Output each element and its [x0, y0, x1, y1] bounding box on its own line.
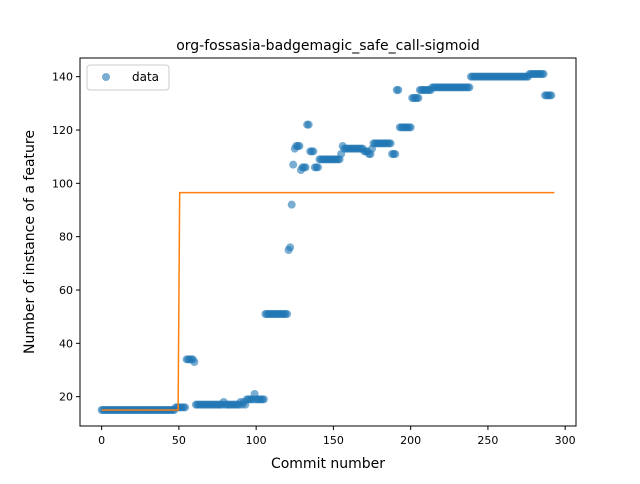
x-tick-label: 250	[477, 434, 498, 447]
legend-box	[86, 64, 170, 91]
y-axis-ticks: 20 40 60 80 100 120 140	[52, 71, 80, 404]
plot-layer	[97, 70, 556, 414]
data-point	[289, 160, 298, 169]
x-tick-label: 0	[98, 434, 105, 447]
data-point	[259, 395, 268, 404]
data-point	[313, 163, 322, 172]
legend-label-data: data	[132, 70, 159, 84]
y-axis-label: Number of instance of a feature	[22, 130, 38, 354]
data-point	[465, 83, 474, 92]
y-tick-label: 80	[59, 231, 73, 244]
x-axis-ticks: 0 50 100 150 200 250 300	[98, 426, 576, 447]
data-point	[539, 70, 548, 78]
x-tick-label: 100	[246, 434, 267, 447]
y-tick-label: 120	[52, 124, 73, 137]
data-point	[304, 120, 313, 129]
data-point	[190, 358, 199, 366]
fit-line	[101, 191, 555, 411]
data-point	[547, 91, 556, 100]
x-tick-label: 200	[400, 434, 421, 447]
x-tick-label: 50	[172, 434, 186, 447]
y-tick-label: 20	[59, 391, 73, 404]
legend-marker-data	[102, 73, 110, 81]
data-point	[295, 142, 304, 150]
data-point	[394, 86, 403, 94]
y-tick-label: 140	[52, 71, 73, 84]
data-point	[287, 200, 296, 209]
data-point	[386, 139, 395, 148]
chart-title: org-fossasia-badgemagic_safe_call-sigmoi…	[176, 38, 480, 54]
x-tick-label: 300	[555, 434, 576, 447]
x-tick-label: 150	[323, 434, 344, 447]
data-point	[283, 310, 292, 318]
data-point	[309, 147, 318, 156]
data-point	[391, 150, 400, 158]
legend: data	[86, 64, 170, 91]
data-point	[406, 123, 415, 132]
x-axis-label: Commit number	[271, 456, 385, 472]
y-tick-label: 60	[59, 284, 73, 297]
y-tick-label: 40	[59, 337, 73, 350]
data-point	[181, 403, 190, 412]
data-point	[286, 243, 295, 252]
data-point	[414, 94, 423, 102]
y-tick-label: 100	[52, 177, 73, 190]
plot-frame	[79, 57, 577, 427]
data-point	[301, 163, 310, 172]
